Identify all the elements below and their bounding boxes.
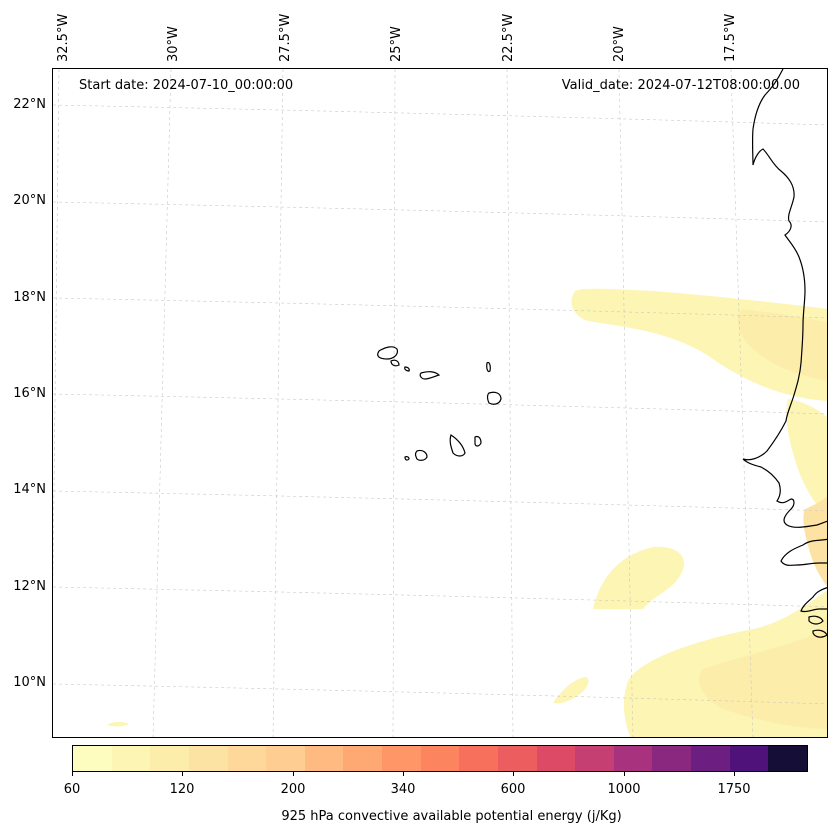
lat-label-12n: 12°N [13,579,46,594]
colorbar-tickmark [72,772,73,776]
colorbar-segment-11 [497,746,537,771]
cape-verde-islands [377,346,502,461]
colorbar-segment-12 [536,746,576,771]
colorbar-segment-15 [652,746,691,771]
map-panel[interactable] [52,68,828,738]
colorbar-tick-340: 340 [390,782,416,797]
cape-shade-coast-core [803,496,827,587]
colorbar-segment-18 [768,746,807,771]
lon-label-22-5w: 22.5°W [501,13,516,62]
valid-date-label: Valid_date: 2024-07-12T08:00:00.00 [561,78,800,93]
colorbar-tickmark [182,772,183,776]
colorbar-segment-3 [188,746,228,771]
island-sal [486,361,491,373]
gridline-lat-12n [53,586,827,608]
cape-shade-coast [786,399,827,518]
lat-label-18n: 18°N [13,290,46,305]
africa-coastline [742,69,827,528]
lon-label-20w: 20°W [612,26,627,62]
lat-label-22n: 22°N [13,97,46,112]
cape-shade-south-core [699,613,827,729]
cape-field [107,288,827,737]
lat-label-20n: 20°N [13,193,46,208]
lon-label-30w: 30°W [166,26,181,62]
gridline-lon-32-5w [53,69,60,597]
island-santa-luzia [404,366,410,372]
colorbar-segment-8 [382,746,421,771]
gridline-lat-14n [53,490,827,512]
colorbar-tick-600: 600 [500,782,526,797]
map-canvas [53,69,827,737]
cape-shade-tiny-patch [107,721,129,727]
gridline-lat-20n [53,201,827,223]
start-date-label: Start date: 2024-07-10_00:00:00 [79,78,294,93]
gridlines [53,69,827,737]
colorbar-tickmark [624,772,625,776]
colorbar-segment-9 [420,746,460,771]
lat-label-10n: 10°N [13,675,46,690]
colorbar-segment-1 [111,746,151,771]
gridline-lon-20w [618,69,634,737]
island-boa-vista [486,391,502,405]
lon-label-25w: 25°W [389,26,404,62]
colorbar-tick-120: 120 [169,782,195,797]
colorbar-segment-14 [613,746,653,771]
colorbar [72,745,808,772]
gridline-lon-25w [392,69,396,737]
colorbar-segment-7 [343,746,382,771]
cape-shade-small-patch [553,677,589,704]
island-sao-vicente [390,359,400,367]
gridline-lon-30w [152,69,172,737]
colorbar-tick-1750: 1750 [717,782,751,797]
colorbar-segment-5 [266,746,305,771]
island-santiago [449,434,466,457]
colorbar-tickmark [293,772,294,776]
lat-label-14n: 14°N [13,482,46,497]
colorbar-tickmark [513,772,514,776]
cape-shade-north-core [737,309,827,381]
gridline-lon-22-5w [506,69,514,737]
lon-label-32-5w: 32.5°W [56,13,71,62]
lat-label-16n: 16°N [13,386,46,401]
gridline-lat-22n [53,104,827,126]
colorbar-tick-60: 60 [63,782,81,797]
coast-guinea-bissau [800,587,827,613]
colorbar-label: 925 hPa convective available potential e… [281,809,622,824]
colorbar-tick-1000: 1000 [607,782,641,797]
colorbar-segment-13 [575,746,614,771]
island-santo-antao [377,346,398,360]
colorbar-segment-16 [691,746,730,771]
island-brava [404,456,410,461]
colorbar-segment-10 [459,746,498,771]
coastline [742,69,827,638]
coast-islands-bissau [808,615,827,638]
lon-label-17-5w: 17.5°W [723,13,738,62]
island-maio [474,435,482,447]
gridline-lon-17-5w [730,69,754,737]
gridline-lon-27-5w [272,69,284,737]
colorbar-segment-6 [304,746,344,771]
colorbar-tickmark [734,772,735,776]
colorbar-segment-2 [150,746,189,771]
island-fogo [414,449,428,461]
colorbar-segment-17 [729,746,769,771]
island-sao-nicolau [419,371,441,380]
lon-label-27-5w: 27.5°W [278,13,293,62]
colorbar-tickmark [403,772,404,776]
coast-south-segment [780,538,827,566]
colorbar-segment-0 [73,746,112,771]
colorbar-segment-4 [227,746,267,771]
colorbar-tick-200: 200 [280,782,306,797]
gridline-lat-16n [53,393,827,415]
